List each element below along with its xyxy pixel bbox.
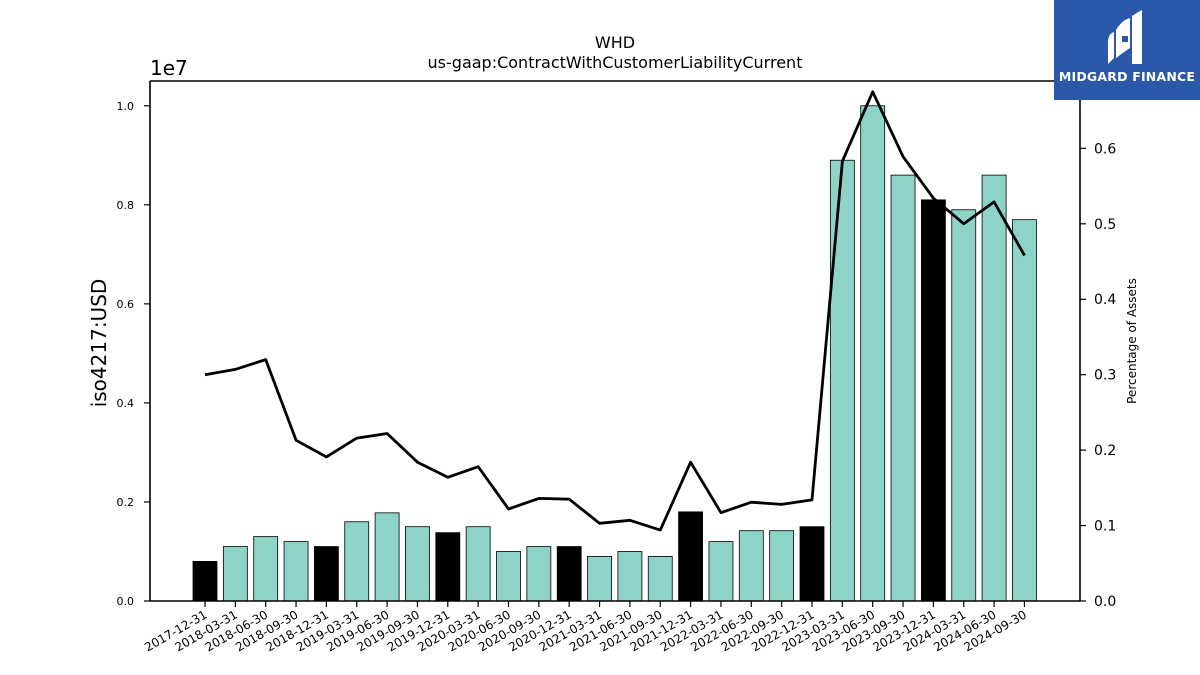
bar-2023-06-30 [860,105,886,602]
bar-2019-09-30 [405,526,430,602]
bar-2024-03-31 [951,209,977,602]
brand-logo-box: MIDGARD FINANCE [1054,0,1200,100]
bar-2024-09-30 [1012,219,1037,602]
bar-2018-12-31 [313,546,339,602]
y2-tick-label: 0.3 [1094,368,1116,384]
bar-2020-06-30 [496,551,521,602]
y-tick-label: 0.8 [117,199,135,212]
y-tick-label: 0.6 [117,298,135,311]
bar-2022-09-30 [769,530,795,602]
bar-2021-03-31 [587,556,612,602]
bar-2020-12-31 [556,546,582,602]
y2-tick-label: 0.0 [1094,594,1116,610]
chart-subtitle: us-gaap:ContractWithCustomerLiabilityCur… [428,53,803,72]
bar-2021-12-31 [678,511,703,602]
line-series-group [204,90,1026,532]
percentage-line [204,90,1026,532]
bar-2017-12-31 [192,560,218,602]
bar-2023-09-30 [890,174,916,602]
bar-2018-06-30 [253,536,279,602]
y2-tick-label: 0.5 [1094,217,1116,233]
y-tick-label: 1.0 [117,100,135,113]
bar-2024-06-30 [981,174,1007,602]
bar-2018-03-31 [222,546,248,602]
y2-tick-label: 0.4 [1094,292,1116,308]
y-tick-label: 0.2 [117,496,135,509]
bar-series [192,105,1037,602]
bar-2019-03-31 [344,521,370,602]
y2-tick-label: 0.2 [1094,443,1116,459]
y2-axis-label: Percentage of Assets [1125,278,1139,404]
bar-2022-06-30 [738,530,764,602]
bar-2022-03-31 [708,541,734,602]
bar-2020-03-31 [465,526,491,602]
brand-logo-icon [1108,10,1142,64]
y-offset-text: 1e7 [150,56,188,80]
bar-2023-12-31 [921,199,946,602]
bar-2019-06-30 [374,512,400,602]
brand-name: MIDGARD FINANCE [1058,69,1196,84]
y2-tick-label: 0.1 [1094,519,1116,535]
bar-2022-12-31 [799,526,825,602]
bar-2021-09-30 [647,556,673,602]
bar-2018-09-30 [283,541,309,602]
y-tick-label: 0.4 [117,397,135,410]
y-tick-label: 0.0 [117,595,135,608]
bar-2019-12-31 [435,532,461,602]
y-axis-label: iso4217:USD [87,279,111,408]
bar-2023-03-31 [829,159,855,602]
chart-title: WHD [595,33,635,52]
y2-tick-label: 0.6 [1094,141,1116,157]
bar-2021-06-30 [617,551,643,602]
bar-2020-09-30 [526,546,552,602]
